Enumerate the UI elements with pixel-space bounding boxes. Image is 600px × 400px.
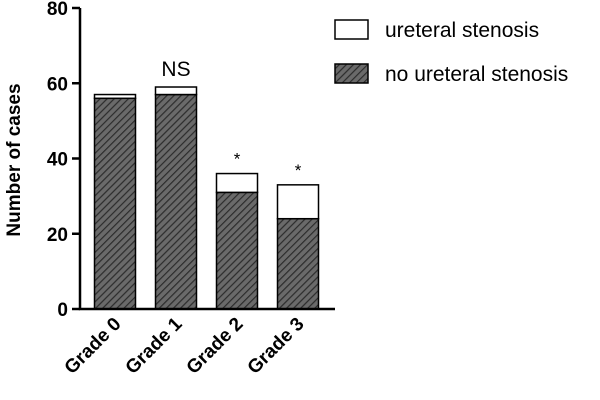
x-category-label-grade-0: Grade 0 bbox=[61, 314, 126, 379]
bar-grade-1-ureteral-stenosis bbox=[154, 86, 198, 96]
y-tick-label: 20 bbox=[47, 225, 68, 246]
y-tick-label: 60 bbox=[47, 74, 68, 95]
bar-grade-2-ureteral-stenosis bbox=[215, 172, 259, 194]
bar-grade-3-ureteral-stenosis bbox=[276, 184, 320, 220]
y-axis-title: Number of cases bbox=[4, 83, 25, 236]
significance-label: * bbox=[295, 161, 302, 180]
bar-grade-0-ureteral-stenosis bbox=[93, 93, 137, 100]
legend: ureteral stenosis no ureteral stenosis bbox=[334, 19, 568, 86]
x-category-label-grade-3: Grade 3 bbox=[244, 314, 309, 379]
bar-grade-3-no-ureteral-stenosis bbox=[276, 217, 320, 310]
y-tick-label: 40 bbox=[47, 150, 68, 171]
bar-grade-2-no-ureteral-stenosis bbox=[215, 191, 259, 310]
legend-label-no-ureteral-stenosis: no ureteral stenosis bbox=[385, 63, 568, 86]
significance-label: NS bbox=[161, 58, 190, 81]
legend-swatch-no-ureteral-stenosis bbox=[334, 63, 369, 84]
legend-swatch-ureteral-stenosis bbox=[334, 19, 369, 40]
bar-grade-1-no-ureteral-stenosis bbox=[154, 93, 198, 310]
y-tick-label: 80 bbox=[47, 0, 68, 20]
significance-label: * bbox=[234, 150, 241, 169]
bar-grade-0-no-ureteral-stenosis bbox=[93, 97, 137, 310]
x-category-label-grade-2: Grade 2 bbox=[183, 314, 248, 379]
y-tick-label: 0 bbox=[57, 300, 68, 321]
x-category-label-grade-1: Grade 1 bbox=[122, 313, 187, 378]
legend-label-ureteral-stenosis: ureteral stenosis bbox=[385, 19, 539, 42]
